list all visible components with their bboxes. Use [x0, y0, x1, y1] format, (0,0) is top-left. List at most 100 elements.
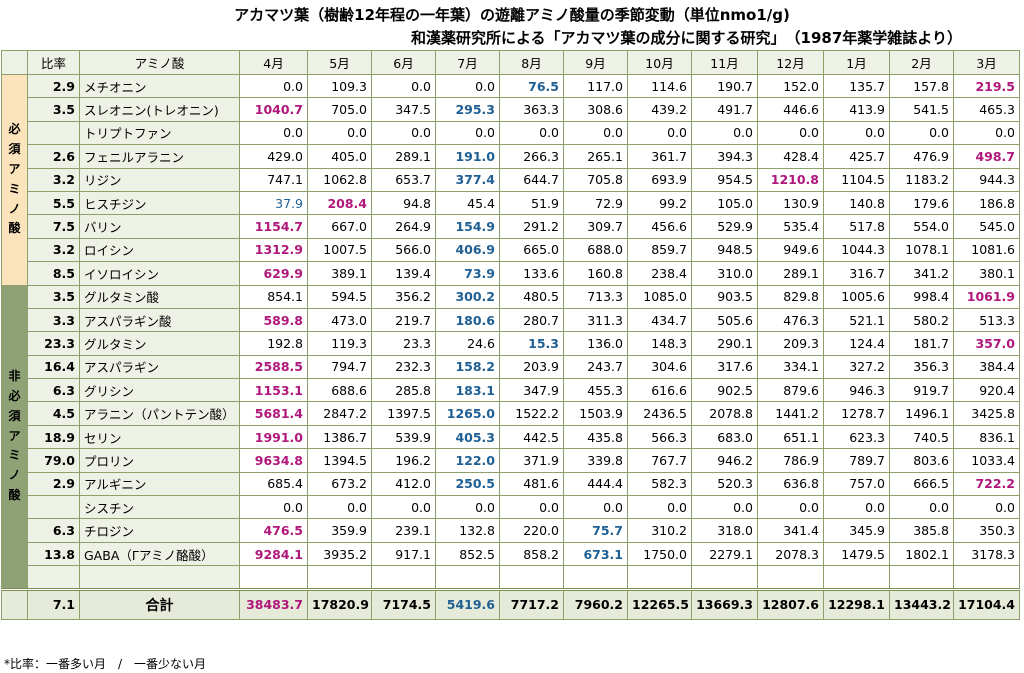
table-row: 3.5 スレオニン(トレオニン) 1040.7 705.0 347.5 295.3 363.…	[2, 97, 1020, 122]
value-cell	[889, 565, 954, 590]
value-cell: 1183.2	[889, 167, 954, 192]
value-cell: 232.3	[371, 354, 436, 380]
value-cell: 629.9	[239, 261, 308, 286]
table-row: トリプトファン 0.0 0.0 0.0 0.0 0.0 0.0 0.0 0.0 0.0 0.0 0.0…	[2, 120, 1020, 146]
value-cell: 0.0	[239, 73, 308, 99]
value-cell: 903.5	[691, 284, 758, 309]
value-cell: 879.6	[757, 378, 824, 403]
value-cell: 160.8	[563, 261, 628, 286]
value-cell: 117.0	[563, 73, 628, 99]
value-cell: 651.1	[757, 424, 824, 450]
value-cell: 219.7	[371, 307, 436, 333]
value-cell: 264.9	[371, 214, 436, 239]
amino-acid-name: リジン	[79, 167, 240, 192]
value-cell: 1104.5	[823, 167, 890, 192]
value-cell: 688.6	[307, 378, 372, 403]
value-cell: 371.9	[499, 448, 564, 473]
value-cell: 24.6	[435, 331, 500, 356]
total-row: 7.1 合計 38483.7 17820.9 7174.5 5419.6 7717.2 796…	[1, 587, 1020, 620]
value-cell: 334.1	[757, 354, 824, 380]
value-cell: 190.7	[691, 73, 758, 99]
header-row: 比率 アミノ酸 4月 5月 6月 7月 8月 9月 10月 11月 12月 1月…	[1, 50, 1020, 75]
total-value: 7174.5	[371, 587, 436, 620]
value-cell: 94.8	[371, 190, 436, 216]
value-cell: 219.5	[953, 73, 1020, 99]
value-cell: 124.4	[823, 331, 890, 356]
value-cell: 705.8	[563, 167, 628, 192]
header-month: 12月	[757, 50, 824, 75]
value-cell: 0.0	[889, 120, 954, 146]
value-cell: 310.0	[691, 261, 758, 286]
value-cell: 1062.8	[307, 167, 372, 192]
value-cell: 289.1	[371, 144, 436, 169]
empty-row	[2, 565, 1020, 590]
value-cell: 465.3	[953, 97, 1020, 122]
value-cell: 0.0	[627, 120, 692, 146]
ratio-cell	[27, 495, 80, 520]
value-cell: 636.8	[757, 471, 824, 497]
value-cell: 1007.5	[307, 237, 372, 263]
amino-acid-name: イソロイシン	[79, 261, 240, 286]
value-cell: 541.5	[889, 97, 954, 122]
table-row: 必須アミノ酸 2.9 メチオニン 0.0 109.3 0.0 0.0 76.5 117.0 114…	[1, 73, 1020, 286]
value-cell: 310.2	[627, 518, 692, 543]
value-cell: 1005.6	[823, 284, 890, 309]
header-month: 8月	[499, 50, 564, 75]
value-cell: 539.9	[371, 424, 436, 450]
value-cell: 191.0	[435, 144, 500, 169]
value-cell: 389.1	[307, 261, 372, 286]
value-cell: 683.0	[691, 424, 758, 450]
value-cell: 456.6	[627, 214, 692, 239]
group-label-text: 非必須アミノ酸	[8, 369, 21, 503]
header-month: 1月	[823, 50, 890, 75]
ratio-cell: 3.5	[27, 284, 80, 309]
value-cell: 0.0	[435, 495, 500, 520]
value-cell: 920.4	[953, 378, 1020, 403]
header-month: 5月	[307, 50, 372, 75]
value-cell: 1503.9	[563, 401, 628, 426]
value-cell: 122.0	[435, 448, 500, 473]
value-cell: 196.2	[371, 448, 436, 473]
ratio-cell: 4.5	[27, 401, 80, 426]
value-cell: 341.4	[757, 518, 824, 543]
value-cell: 902.5	[691, 378, 758, 403]
value-cell: 948.5	[691, 237, 758, 263]
value-cell: 789.7	[823, 448, 890, 473]
ratio-cell	[27, 565, 80, 590]
value-cell: 181.7	[889, 331, 954, 356]
value-cell: 566.3	[627, 424, 692, 450]
value-cell: 192.8	[239, 331, 308, 356]
value-cell: 394.3	[691, 144, 758, 169]
ratio-cell: 3.2	[27, 167, 80, 192]
amino-acid-name: GABA（Γアミノ酪酸）	[79, 541, 240, 567]
value-cell: 136.0	[563, 331, 628, 356]
value-cell: 109.3	[307, 73, 372, 99]
value-cell: 45.4	[435, 190, 500, 216]
ratio-cell: 13.8	[27, 541, 80, 567]
value-cell: 356.2	[371, 284, 436, 309]
value-cell: 339.8	[563, 448, 628, 473]
value-cell: 289.1	[757, 261, 824, 286]
table-row: 3.2 ロイシン 1312.9 1007.5 566.0 406.9 665.0 688.0 8…	[2, 237, 1020, 263]
value-cell: 385.8	[889, 518, 954, 543]
value-cell: 0.0	[239, 120, 308, 146]
table-row: 8.5 イソロイシン 629.9 389.1 139.4 73.9 133.6 160.8 23…	[2, 261, 1020, 286]
value-cell: 180.6	[435, 307, 500, 333]
value-cell: 473.0	[307, 307, 372, 333]
amino-acid-name: グリシン	[79, 378, 240, 403]
amino-acid-name: トリプトファン	[79, 120, 240, 146]
header-month: 4月	[239, 50, 308, 75]
table-row: 23.3 グルタミン 192.8 119.3 23.3 24.6 15.3 136.0 148.…	[2, 331, 1020, 356]
value-cell: 318.0	[691, 518, 758, 543]
value-cell: 239.1	[371, 518, 436, 543]
value-cell: 9634.8	[239, 448, 308, 473]
value-cell: 295.3	[435, 97, 500, 122]
value-cell: 688.0	[563, 237, 628, 263]
value-cell: 0.0	[563, 495, 628, 520]
value-cell: 1061.9	[953, 284, 1020, 309]
value-cell: 747.1	[239, 167, 308, 192]
value-cell: 693.9	[627, 167, 692, 192]
value-cell	[371, 565, 436, 590]
amino-acid-name: チロジン	[79, 518, 240, 543]
value-cell: 859.7	[627, 237, 692, 263]
